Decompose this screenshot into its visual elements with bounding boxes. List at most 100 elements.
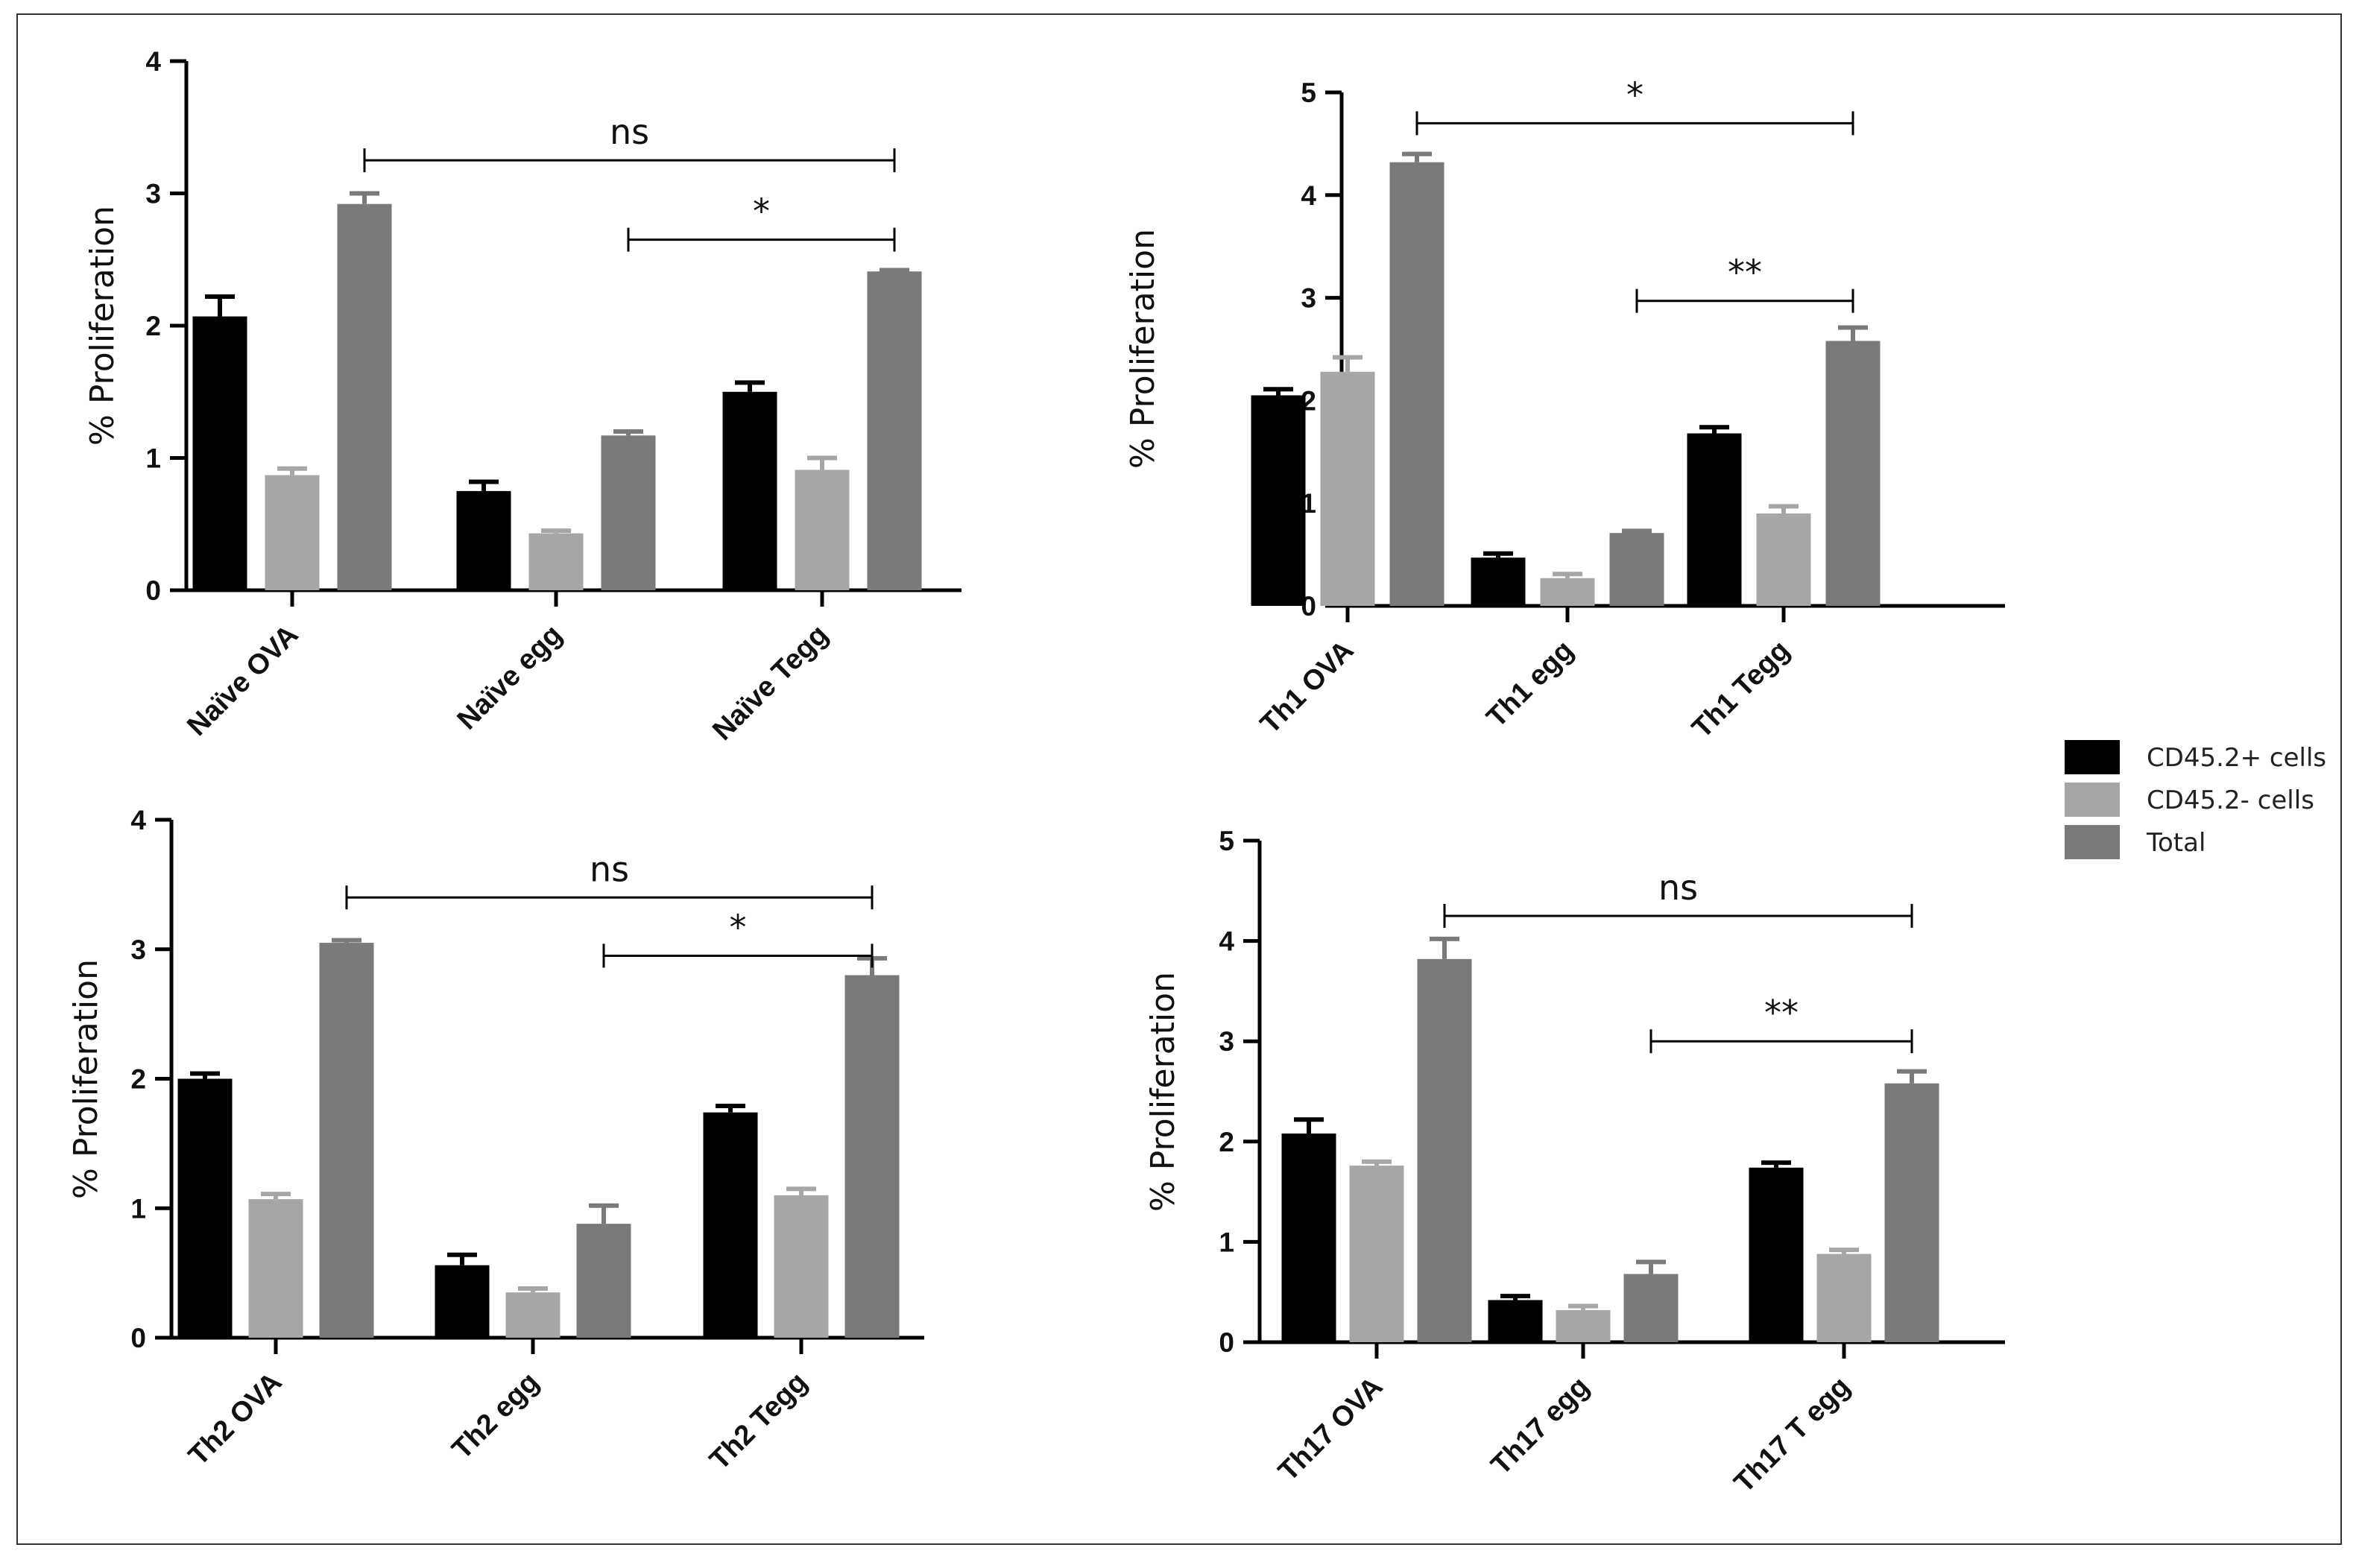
legend: CD45.2+ cells CD45.2- cells Total — [2065, 740, 2326, 859]
significance-bracket-2: * — [602, 907, 874, 968]
bar-cd45-2-cells-th17-t-egg — [1816, 1254, 1872, 1342]
y-tick-label: 3 — [1219, 1026, 1234, 1057]
bar-cd45-2-cells-th2-egg — [435, 1265, 490, 1338]
significance-label: ** — [1728, 253, 1762, 293]
y-tick-label: 1 — [130, 1193, 146, 1224]
significance-label: ns — [610, 112, 649, 152]
y-axis-title: % Proliferation — [1124, 229, 1162, 469]
significance-bracket-1: ns — [1443, 867, 1913, 928]
y-tick-label: 5 — [1301, 78, 1316, 108]
bar-cd45-2-cells-th1-ova — [1251, 395, 1306, 606]
category-label-na-ve-egg: Naïve egg — [452, 619, 569, 736]
y-tick-label: 3 — [130, 935, 146, 965]
bar-cd45-2-cells-th1-tegg — [1687, 433, 1742, 606]
y-tick-label: 0 — [130, 1323, 146, 1353]
chart-panel-1: 0 1 2 3 4 % Proliferation Naïve OVA Naïve egg Na… — [83, 46, 962, 747]
legend-label: CD45.2+ cells — [2147, 743, 2326, 773]
significance-label: * — [753, 192, 770, 232]
bar-cd45-2-cells-th17-egg — [1556, 1309, 1611, 1342]
y-tick-label: 2 — [145, 311, 161, 341]
bar-cd45-2-cells-th17-t-egg — [1749, 1167, 1804, 1342]
bar-cd45-2-cells-th2-egg — [505, 1292, 561, 1338]
significance-label: ** — [1764, 993, 1799, 1033]
significance-label: * — [730, 907, 747, 947]
y-tick-label: 2 — [1219, 1127, 1234, 1157]
bar-cd45-2-cells-th1-egg — [1471, 557, 1526, 606]
bar-cd45-2-cells-th17-ova — [1281, 1134, 1336, 1342]
bar-total-th1-ova — [1389, 162, 1444, 607]
bar-cd45-2-cells-na-ve-egg — [528, 533, 584, 590]
figure-frame — [16, 13, 2342, 1545]
chart-panel-4: 0 1 2 3 4 5 % Proliferation Th17 OVA Th17 egg Th1… — [1144, 826, 2005, 1499]
bar-cd45-2-cells-th17-egg — [1488, 1300, 1543, 1342]
category-label-th17-ova: Th17 OVA — [1272, 1371, 1389, 1488]
category-label-th2-ova: Th2 OVA — [183, 1367, 288, 1472]
bar-cd45-2-cells-th1-egg — [1540, 578, 1595, 606]
y-axis-title: % Proliferation — [83, 206, 121, 446]
y-tick-label: 1 — [1219, 1227, 1234, 1257]
bar-total-th17-egg — [1623, 1274, 1679, 1342]
bar-total-th1-egg — [1609, 533, 1664, 606]
chart-panels: 0 1 2 3 4 % Proliferation Naïve OVA Naïve egg Na… — [67, 46, 2005, 1499]
significance-bracket-2: ** — [1635, 253, 1854, 313]
y-tick-label: 1 — [145, 443, 161, 474]
bar-total-th2-ova — [319, 943, 374, 1338]
y-tick-label: 3 — [1301, 283, 1316, 314]
significance-label: ns — [1658, 867, 1698, 908]
category-label-th1-ova: Th1 OVA — [1254, 635, 1360, 740]
bar-cd45-2-cells-na-ve-tegg — [795, 470, 850, 590]
y-tick-label: 3 — [145, 179, 161, 209]
category-label-th17-t-egg: Th17 T egg — [1728, 1371, 1857, 1499]
bar-total-th1-tegg — [1825, 341, 1881, 606]
legend-swatch — [2065, 783, 2120, 817]
legend-item-cd45-2-cells: CD45.2- cells — [2065, 783, 2314, 817]
significance-bracket-2: * — [627, 192, 896, 252]
legend-swatch — [2065, 740, 2120, 774]
legend-label: Total — [2146, 828, 2205, 858]
bar-total-th2-tegg — [844, 975, 900, 1338]
bar-cd45-2-cells-na-ve-egg — [456, 490, 511, 590]
bar-cd45-2-cells-th17-ova — [1349, 1166, 1404, 1342]
significance-bracket-1: * — [1415, 75, 1854, 136]
y-tick-label: 4 — [145, 46, 161, 77]
category-label-th17-egg: Th17 egg — [1485, 1371, 1596, 1482]
category-label-th2-egg: Th2 egg — [446, 1367, 546, 1466]
significance-bracket-1: ns — [363, 112, 896, 173]
bar-cd45-2-cells-th2-tegg — [774, 1195, 829, 1338]
significance-label: ns — [590, 849, 629, 889]
y-tick-label: 4 — [130, 805, 146, 835]
bar-total-na-ve-tegg — [867, 271, 922, 590]
bar-total-th17-t-egg — [1884, 1083, 1939, 1342]
bar-total-na-ve-egg — [601, 435, 656, 590]
bar-cd45-2-cells-th2-ova — [248, 1199, 303, 1338]
y-tick-label: 4 — [1219, 926, 1234, 957]
y-axis-title: % Proliferation — [67, 959, 105, 1199]
bar-cd45-2-cells-th1-ova — [1320, 371, 1375, 606]
y-tick-label: 4 — [1301, 180, 1316, 211]
y-tick-label: 0 — [145, 575, 161, 606]
category-label-na-ve-tegg: Naïve Tegg — [707, 619, 834, 747]
category-label-th1-egg: Th1 egg — [1481, 635, 1580, 734]
bar-cd45-2-cells-na-ve-ova — [192, 316, 247, 590]
significance-bracket-1: ns — [345, 849, 874, 910]
y-tick-label: 5 — [1219, 826, 1234, 856]
y-axis-title: % Proliferation — [1144, 972, 1182, 1212]
bar-cd45-2-cells-na-ve-ova — [265, 475, 320, 590]
bar-total-th2-egg — [576, 1224, 631, 1338]
bar-total-na-ve-ova — [337, 203, 392, 590]
significance-bracket-2: ** — [1649, 993, 1913, 1054]
bar-cd45-2-cells-th2-tegg — [703, 1112, 758, 1338]
legend-label: CD45.2- cells — [2147, 785, 2314, 815]
chart-panel-3: 0 1 2 3 4 % Proliferation Th2 OVA Th2 egg Th2 Te… — [67, 805, 924, 1476]
category-label-th2-tegg: Th2 Tegg — [704, 1367, 813, 1476]
bar-cd45-2-cells-na-ve-tegg — [722, 391, 777, 590]
category-label-na-ve-ova: Naïve OVA — [181, 619, 304, 742]
category-label-th1-tegg: Th1 Tegg — [1686, 635, 1796, 745]
legend-item-cd45-2-cells: CD45.2+ cells — [2065, 740, 2326, 774]
y-tick-label: 2 — [130, 1064, 146, 1095]
bar-total-th17-ova — [1417, 958, 1472, 1342]
bar-cd45-2-cells-th1-tegg — [1756, 513, 1811, 606]
bar-cd45-2-cells-th2-ova — [177, 1078, 233, 1338]
